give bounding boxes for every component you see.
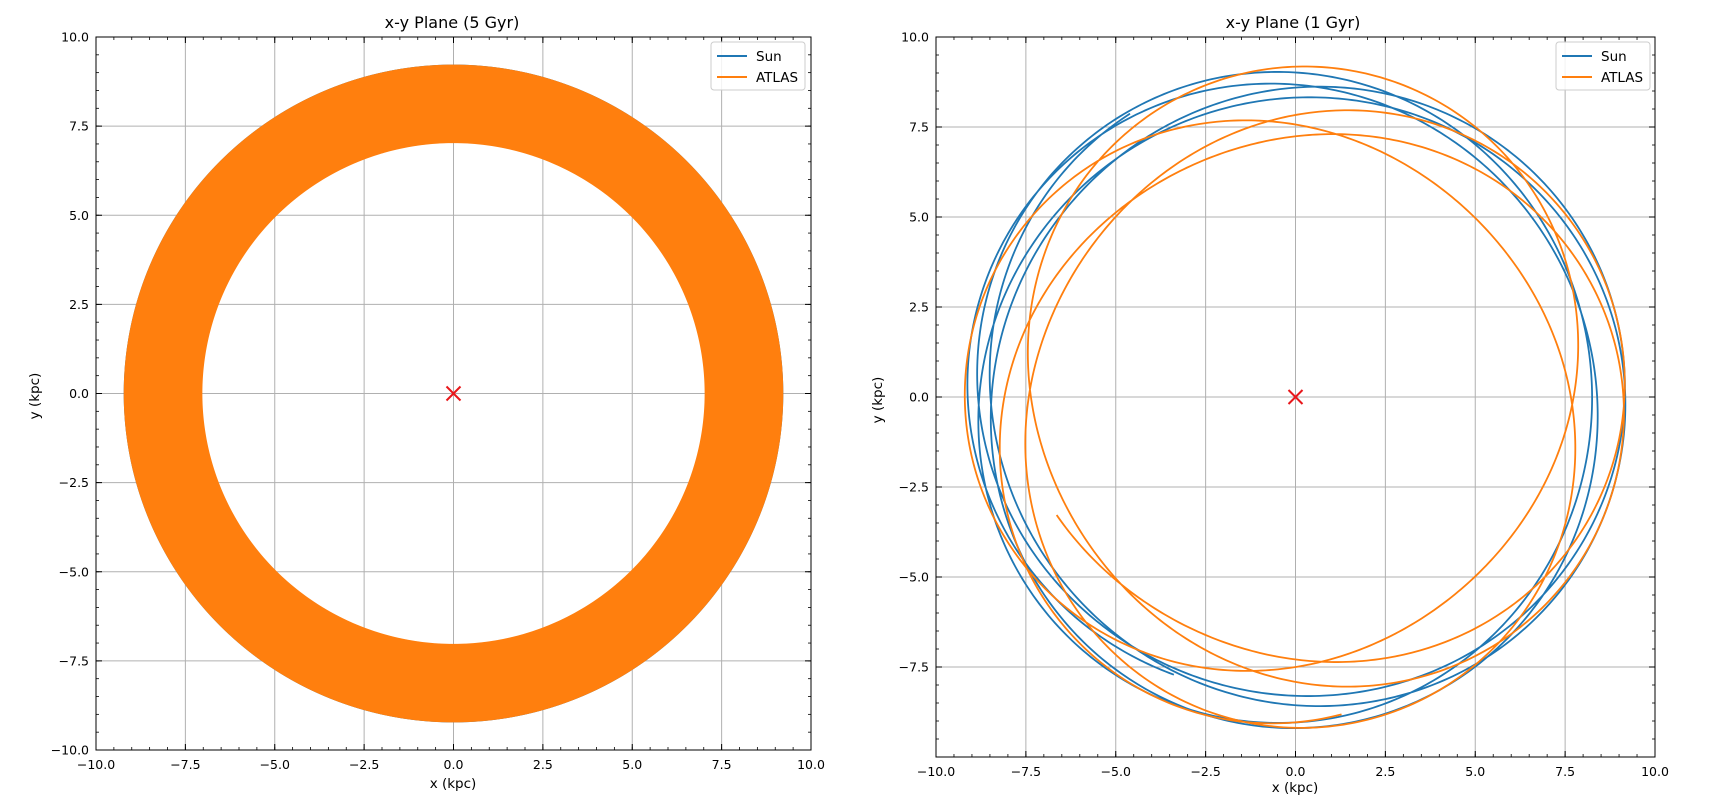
x-tick-label: 5.0 [1465, 764, 1485, 779]
x-tick-label: 5.0 [622, 757, 642, 772]
x-tick-label: 2.5 [533, 757, 553, 772]
x-axis-label: x (kpc) [1272, 780, 1319, 796]
x-tick-label: 7.5 [1555, 764, 1575, 779]
y-tick-label: 0.0 [909, 390, 929, 405]
x-tick-label: 0.0 [1286, 764, 1306, 779]
x-tick-label: −2.5 [349, 757, 379, 772]
y-tick-label: −5.0 [899, 570, 929, 585]
legend: Sun ATLAS [1556, 42, 1650, 90]
y-tick-label: 0.0 [69, 386, 89, 401]
x-tick-label: 7.5 [712, 757, 732, 772]
y-tick-label: 7.5 [69, 119, 89, 134]
x-tick-label: 10.0 [1641, 764, 1669, 779]
y-tick-label: 10.0 [61, 30, 89, 45]
panel-1gyr: x-y Plane (1 Gyr) −10.0 −7.5 −5.0 −2.5 0.0 2.… [870, 13, 1669, 796]
x-tick-label: −7.5 [1011, 764, 1041, 779]
y-tick-label: −5.0 [59, 564, 89, 579]
y-tick-label: 5.0 [909, 210, 929, 225]
y-tick-label: −2.5 [59, 475, 89, 490]
chart-title: x-y Plane (5 Gyr) [385, 13, 520, 32]
y-axis-label: y (kpc) [27, 373, 43, 420]
x-tick-label: −7.5 [170, 757, 200, 772]
legend-sun-label: Sun [1601, 49, 1627, 65]
panel-5gyr: x-y Plane (5 Gyr) −10.0 −7.5 −5.0 −2.5 0.0 2.… [27, 13, 825, 792]
legend-atlas-label: ATLAS [1601, 70, 1643, 86]
x-tick-label: −10.0 [77, 757, 115, 772]
legend-sun-label: Sun [756, 49, 782, 65]
x-tick-label: 0.0 [444, 757, 464, 772]
y-tick-label: 10.0 [901, 30, 929, 45]
y-axis-label: y (kpc) [870, 377, 886, 424]
x-tick-label: −5.0 [1101, 764, 1131, 779]
x-tick-label: 10.0 [797, 757, 825, 772]
legend: Sun ATLAS [711, 42, 805, 90]
y-tick-label: 5.0 [69, 208, 89, 223]
y-tick-label: −7.5 [899, 660, 929, 675]
y-tick-label: −7.5 [59, 653, 89, 668]
y-tick-label: 2.5 [69, 297, 89, 312]
y-tick-label: −2.5 [899, 480, 929, 495]
x-tick-label: −10.0 [917, 764, 955, 779]
chart-title: x-y Plane (1 Gyr) [1226, 13, 1361, 32]
x-tick-label: −5.0 [260, 757, 290, 772]
x-tick-label: 2.5 [1375, 764, 1395, 779]
x-axis-label: x (kpc) [430, 776, 477, 792]
y-tick-label: −10.0 [51, 743, 89, 758]
y-tick-label: 2.5 [909, 300, 929, 315]
y-tick-label: 7.5 [909, 120, 929, 135]
x-tick-label: −2.5 [1190, 764, 1220, 779]
legend-atlas-label: ATLAS [756, 70, 798, 86]
